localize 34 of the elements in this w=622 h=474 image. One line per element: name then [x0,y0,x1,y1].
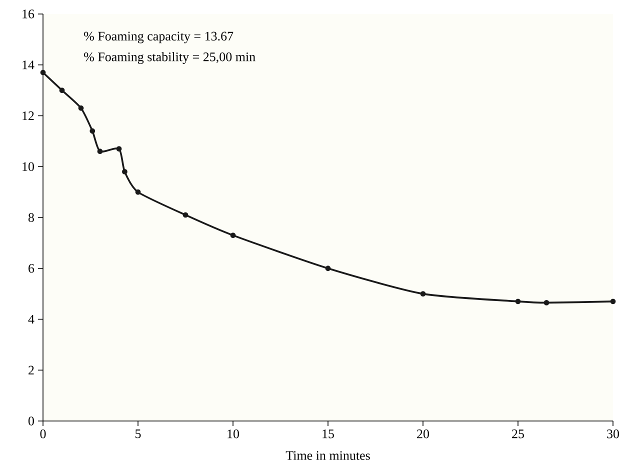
point [544,300,550,306]
y-tick-label: 2 [28,366,34,374]
x-tick-label: 10 [228,430,240,438]
y-tick-label: 8 [28,213,34,222]
x-tick-label: 30 [607,430,619,438]
point [122,169,128,174]
x-tick-label: 0 [40,430,46,438]
point [325,266,331,272]
point [610,298,616,304]
y-tick-label: 6 [28,264,34,273]
point [230,232,236,238]
y-tick-label: 0 [28,416,34,426]
point [78,105,84,111]
x-tick-label: 25 [512,430,524,438]
x-tick-label: 15 [322,430,334,438]
point [40,70,46,76]
y-tick-label: 12 [22,111,34,120]
point [90,128,96,134]
y-tick-label: 14 [22,60,34,70]
y-tick-label: 10 [22,162,34,171]
point [116,146,122,152]
annotation: % Foaming stability = 25,00 min [84,52,256,64]
point [135,189,141,195]
x-tick-label: 20 [417,430,430,438]
point [59,88,65,94]
point [420,291,426,296]
point [97,148,103,154]
x-axis-title: Time in minutes [286,451,370,460]
point [515,298,521,304]
annotation: % Foaming capacity = 13.67 [84,32,234,44]
y-tick-label: 4 [28,314,34,324]
point [182,212,188,218]
x-tick-label: 5 [136,430,141,438]
y-tick-label: 16 [22,10,34,18]
